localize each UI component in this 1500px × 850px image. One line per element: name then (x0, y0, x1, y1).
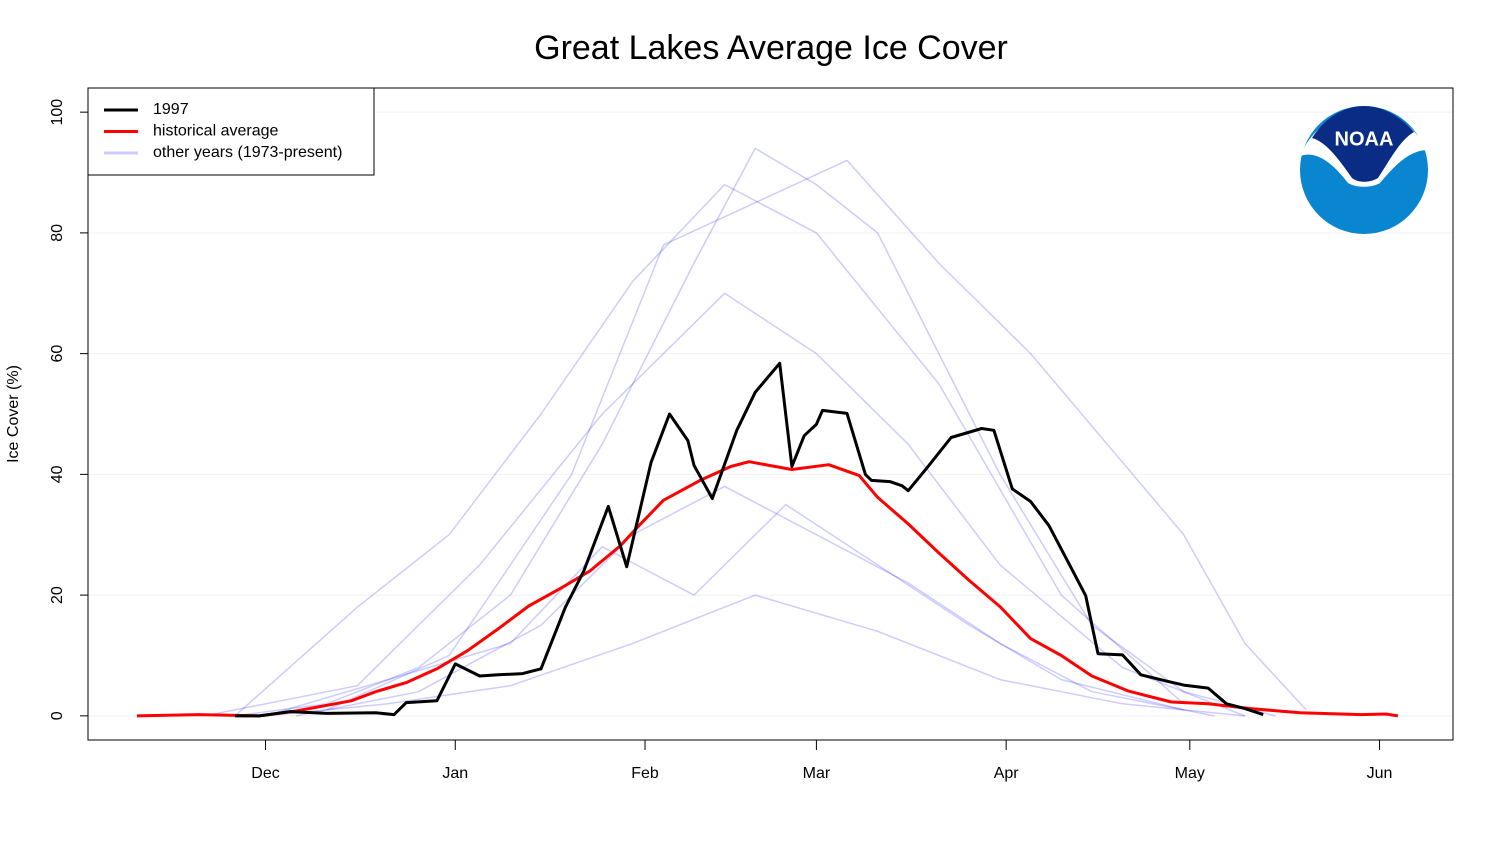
x-tick-label: Feb (631, 765, 659, 782)
y-tick-label: 20 (49, 586, 66, 604)
other-year-line (204, 292, 1246, 717)
series-line (136, 460, 1399, 718)
other-year-line (326, 159, 1307, 711)
logo-text: NOAA (1335, 128, 1394, 150)
legend-label: other years (1973-present) (153, 144, 342, 161)
chart-title: Great Lakes Average Ice Cover (534, 29, 1008, 67)
legend-label: 1997 (153, 101, 189, 118)
logo-top (1312, 106, 1414, 182)
y-tick-label: 0 (49, 711, 66, 720)
y-axis-label: Ice Cover (%) (5, 365, 22, 463)
legend-label: historical average (153, 123, 279, 140)
noaa-logo: NOAA (1300, 106, 1428, 234)
x-tick-label: Jan (442, 765, 468, 782)
x-tick-label: May (1175, 765, 1205, 782)
legend: 1997 historical average other years (1973-… (87, 87, 375, 176)
y-tick-label: 40 (49, 465, 66, 483)
y-tick-label: 80 (49, 224, 66, 242)
series-line (234, 361, 1264, 718)
x-tick-label: Apr (994, 765, 1020, 782)
x-tick-label: Dec (251, 765, 279, 782)
other-year-line (234, 183, 1185, 717)
y-tick-label: 100 (49, 99, 66, 126)
other-year-line (295, 485, 1215, 717)
other-year-line (234, 147, 1276, 717)
y-tick-label: 60 (49, 345, 66, 363)
other-year-line (265, 594, 1245, 717)
x-tick-label: Jun (1367, 765, 1393, 782)
plot-frame (87, 87, 1454, 741)
x-tick-label: Mar (803, 765, 831, 782)
